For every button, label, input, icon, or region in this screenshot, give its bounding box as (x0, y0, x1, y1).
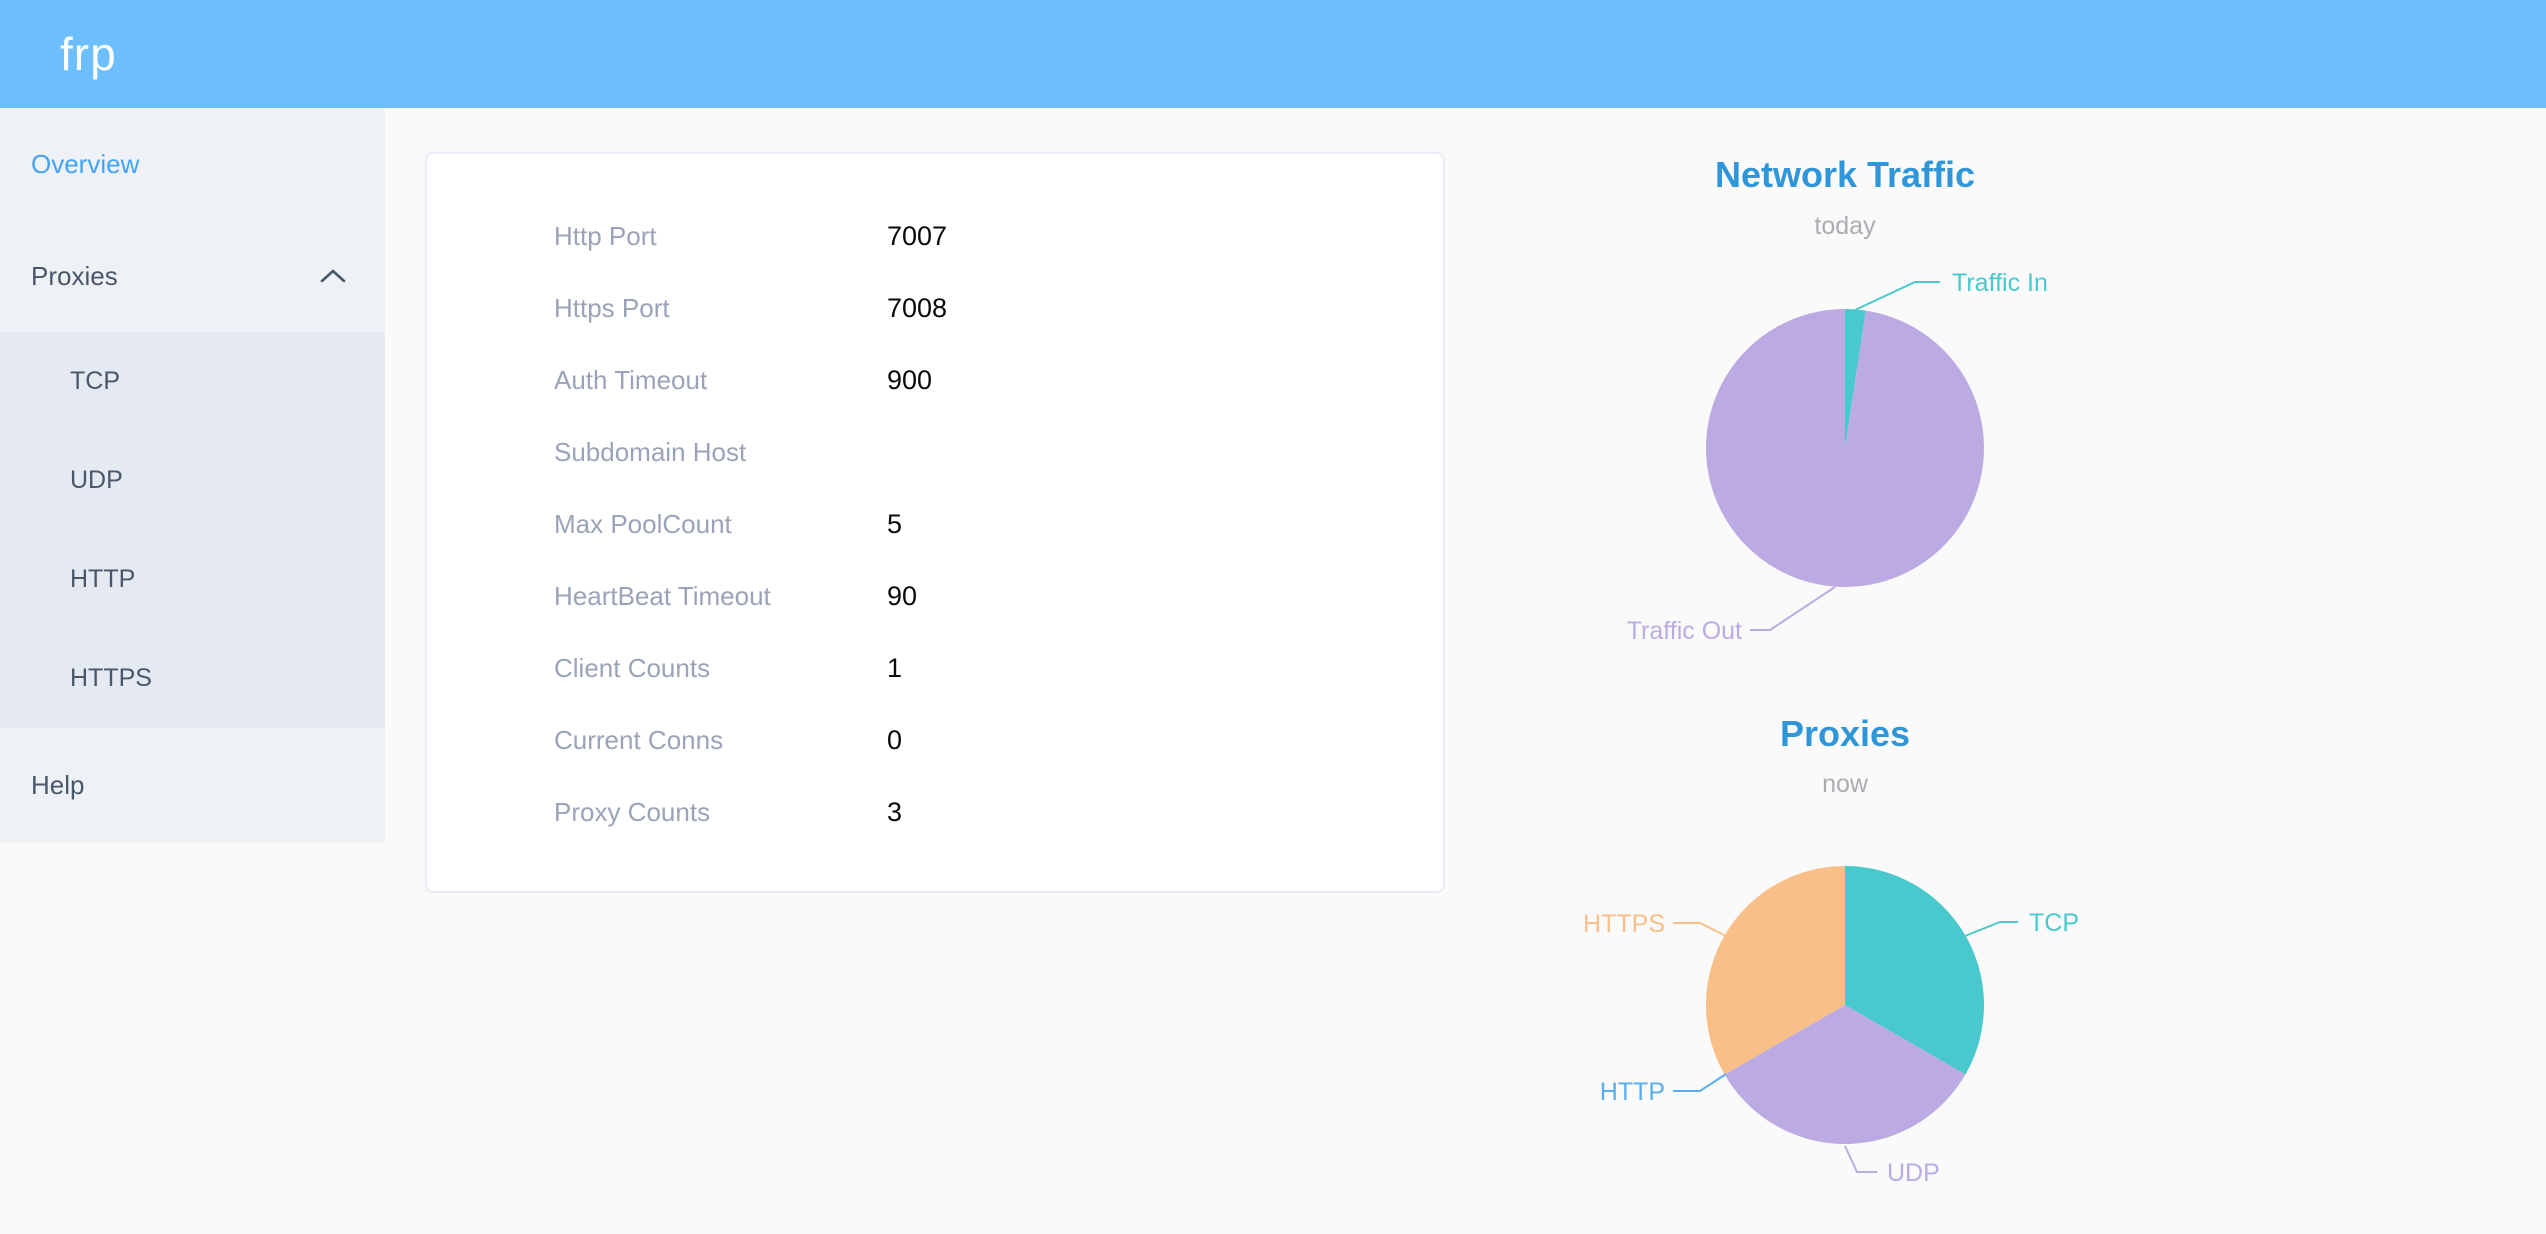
tcp-callout-line (1964, 921, 2018, 937)
info-label: Http Port (554, 220, 657, 251)
https-callout-line (1673, 922, 1727, 937)
network-traffic-title: Network Traffic (1714, 154, 1976, 195)
info-row-auth-timeout: Auth Timeout 900 (427, 344, 1443, 416)
network-traffic-subtitle: today (1814, 212, 1876, 240)
sidebar-item-http[interactable]: HTTP (0, 530, 385, 629)
info-value: 7008 (887, 292, 948, 323)
sidebar-item-http-label: HTTP (70, 565, 136, 593)
info-row-https-port: Https Port 7008 (427, 272, 1443, 344)
info-value: 5 (887, 508, 903, 539)
sidebar-item-tcp[interactable]: TCP (0, 332, 385, 431)
app-header: frp (0, 0, 2546, 108)
udp-label: UDP (1887, 1159, 1940, 1187)
server-info-card: Http Port 7007 Https Port 7008 Auth Time… (425, 152, 1445, 893)
info-value: 1 (887, 652, 903, 683)
traffic-in-callout-line (1854, 281, 1940, 311)
info-row-current-conns: Current Conns 0 (427, 704, 1443, 776)
info-label: HeartBeat Timeout (554, 580, 771, 611)
info-row-client-counts: Client Counts 1 (427, 632, 1443, 704)
info-row-http-port: Http Port 7007 (427, 200, 1443, 272)
sidebar-item-overview-label: Overview (31, 148, 140, 179)
proxies-chart: TCP HTTPS HTTP UDP (1583, 866, 2079, 1187)
sidebar-item-help-label: Help (31, 770, 85, 800)
network-traffic-pie (1706, 309, 1984, 587)
pie-slice-udp[interactable] (1724, 1005, 1966, 1144)
proxies-chart-subtitle: now (1822, 770, 1868, 798)
http-label: HTTP (1600, 1078, 1665, 1106)
sidebar-item-https-label: HTTPS (70, 664, 152, 692)
http-callout-line (1673, 1073, 1727, 1092)
info-label: Current Conns (554, 724, 724, 755)
info-label: Subdomain Host (554, 436, 747, 467)
info-row-proxy-counts: Proxy Counts 3 (427, 776, 1443, 848)
sidebar-item-udp[interactable]: UDP (0, 431, 385, 530)
info-label: Max PoolCount (554, 508, 732, 539)
info-label: Client Counts (554, 652, 711, 683)
info-value: 7007 (887, 220, 948, 251)
info-row-heartbeat-timeout: HeartBeat Timeout 90 (427, 560, 1443, 632)
info-value: 900 (887, 364, 933, 395)
tcp-label: TCP (2029, 909, 2079, 937)
network-traffic-chart: Traffic In Traffic Out (1627, 269, 2048, 645)
udp-callout-line (1844, 1145, 1877, 1173)
info-label: Https Port (554, 292, 670, 323)
info-label: Auth Timeout (554, 364, 708, 395)
traffic-out-callout-line (1750, 586, 1836, 631)
pie-slice-https[interactable] (1706, 866, 1845, 1075)
info-label: Proxy Counts (554, 796, 711, 827)
https-label: HTTPS (1583, 910, 1665, 938)
sidebar-item-tcp-label: TCP (70, 367, 120, 395)
chevron-up-icon (320, 269, 346, 283)
sidebar-item-udp-label: UDP (70, 466, 123, 494)
sidebar-item-proxies[interactable]: Proxies (0, 220, 385, 332)
info-value: 90 (887, 580, 918, 611)
sidebar-item-https[interactable]: HTTPS (0, 629, 385, 728)
proxies-submenu: TCP UDP HTTP HTTPS (0, 332, 385, 728)
traffic-out-label: Traffic Out (1627, 617, 1742, 645)
proxies-pie (1706, 866, 1984, 1144)
traffic-in-label: Traffic In (1952, 269, 2048, 297)
info-row-subdomain-host: Subdomain Host (427, 416, 1443, 488)
pie-slice-tcp[interactable] (1845, 866, 1984, 1075)
proxies-chart-title: Proxies (1779, 713, 1911, 754)
info-row-max-poolcount: Max PoolCount 5 (427, 488, 1443, 560)
sidebar-item-proxies-label: Proxies (31, 260, 118, 291)
info-value: 3 (887, 796, 903, 827)
pie-slice-traffic-in[interactable] (1845, 309, 1866, 448)
sidebar-item-overview[interactable]: Overview (0, 108, 385, 220)
info-value: 0 (887, 724, 903, 755)
sidebar-item-help[interactable]: Help (0, 728, 385, 843)
pie-slice-traffic-out[interactable] (1706, 309, 1984, 587)
app-logo: frp (60, 28, 117, 80)
sidebar: Overview Proxies TCP UDP HTTP HTTPS Help (0, 108, 385, 843)
